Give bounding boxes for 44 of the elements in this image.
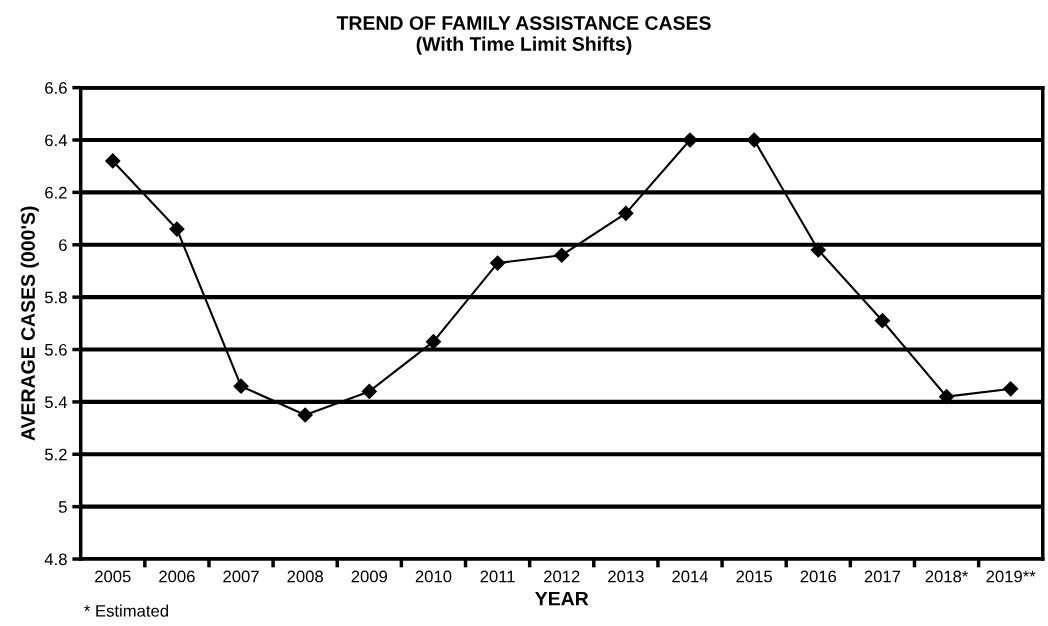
point: [746, 132, 762, 148]
x-tick-label: 2010: [415, 570, 452, 583]
y-tick-label: 6.2: [45, 186, 67, 199]
y-tick-label: 4.8: [44, 553, 67, 566]
x-tick-label: 2018*: [925, 570, 969, 583]
point: [105, 153, 121, 169]
point: [874, 313, 890, 329]
y-tick-label: 5.2: [45, 448, 67, 461]
point: [169, 221, 185, 237]
y-tick-label: 6.4: [45, 134, 68, 147]
point: [1003, 381, 1019, 397]
x-tick-label: 2006: [159, 570, 195, 583]
x-tick-label: 2007: [223, 570, 259, 583]
x-tick-label: 2014: [672, 570, 709, 583]
y-tick-label: 5.8: [45, 291, 67, 304]
y-tick-label: 6.6: [45, 82, 67, 94]
y-tick-label: 5: [58, 501, 67, 513]
x-tick-label: 2012: [544, 570, 580, 583]
y-tick-label: 5.4: [45, 396, 68, 409]
point: [425, 334, 442, 350]
y-axis-title: AVERAGE CASES (000'S): [20, 206, 39, 441]
x-tick-label: 2013: [608, 570, 644, 583]
point: [938, 389, 955, 405]
point: [233, 378, 249, 394]
x-tick-label: 2017: [864, 570, 901, 583]
point: [490, 255, 506, 271]
x-tick-label: 2009: [351, 570, 388, 583]
point: [682, 132, 698, 148]
y-tick-label: 6: [59, 239, 67, 251]
y-tick-label: 5.6: [45, 343, 67, 356]
x-tick-label: 2015: [736, 570, 772, 583]
point: [554, 247, 570, 263]
point: [618, 205, 634, 221]
x-axis-title: YEAR: [535, 591, 589, 606]
text: * Estimated: [84, 604, 168, 617]
chart-title: TREND OF FAMILY ASSISTANCE CASES (With Time Limit Shifts): [336, 16, 711, 55]
x-tick-label: 2011: [480, 570, 515, 583]
x-tick-label: 2008: [287, 570, 323, 583]
point: [361, 383, 377, 399]
point: [297, 407, 313, 423]
x-tick-label: 2019**: [986, 570, 1036, 583]
x-tick-label: 2005: [95, 570, 131, 583]
point: [810, 242, 826, 258]
x-tick-label: 2016: [800, 570, 837, 583]
